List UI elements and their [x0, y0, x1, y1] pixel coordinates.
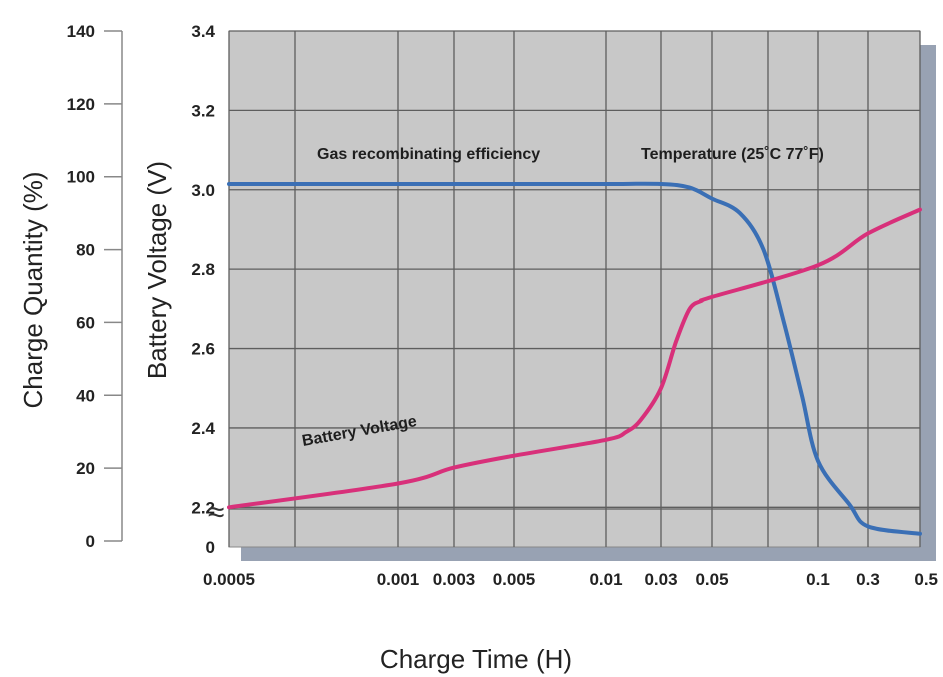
left-tick-label: 60 [76, 313, 95, 332]
voltage-tick-label: 2.4 [191, 419, 215, 438]
x-tick-label: 0.005 [493, 570, 536, 589]
voltage-tick-label: 3.2 [191, 101, 215, 120]
x-axis: 0.0005 0.001 0.003 0.005 0.01 0.03 0.05 0.1 0.3 0… [203, 570, 938, 589]
voltage-tick-label: 3.4 [191, 22, 215, 41]
x-tick-label: 0.05 [695, 570, 728, 589]
left-axis: 140 120 100 80 60 40 20 0 [67, 22, 123, 551]
voltage-tick-label: 2.8 [191, 260, 215, 279]
x-tick-label: 0.01 [589, 570, 622, 589]
y-axis-left-title: Charge Quantity (%) [18, 172, 48, 409]
x-tick-label: 0.0005 [203, 570, 255, 589]
series-line-battery-voltage [227, 207, 922, 510]
voltage-tick-label: 2.2 [191, 498, 215, 517]
x-tick-label: 0.001 [377, 570, 420, 589]
voltage-tick-label: 3.0 [191, 181, 215, 200]
x-tick-label: 0.3 [856, 570, 880, 589]
left-tick-label: 100 [67, 168, 95, 187]
x-tick-label: 0.1 [806, 570, 830, 589]
x-tick-label: 0.003 [433, 570, 476, 589]
left-tick-label: 0 [86, 532, 95, 551]
left-tick-label: 140 [67, 22, 95, 41]
grid-lines [228, 30, 921, 547]
annotation-temperature: Temperature (25˚C 77˚F) [641, 146, 824, 163]
series-line-gas-efficiency [227, 181, 922, 536]
left-tick-label: 40 [76, 386, 95, 405]
x-tick-label: 0.03 [644, 570, 677, 589]
y-axis-voltage-title: Battery Voltage (V) [142, 161, 172, 379]
left-tick-label: 20 [76, 459, 95, 478]
voltage-tick-label: 2.6 [191, 340, 215, 359]
left-tick-label: 120 [67, 95, 95, 114]
series-lines [227, 181, 922, 536]
voltage-tick-label: 0 [206, 538, 215, 557]
x-axis-title: Charge Time (H) [380, 644, 572, 674]
axis-break-symbol: ≈ [208, 496, 224, 529]
annotation-gas-efficiency: Gas recombinating efficiency [317, 146, 540, 163]
plot-area [228, 30, 921, 548]
voltage-axis: 3.4 3.2 3.0 2.8 2.6 2.4 2.2 0 [191, 22, 215, 557]
left-tick-label: 80 [76, 241, 95, 260]
x-tick-label: 0.5 [914, 570, 938, 589]
